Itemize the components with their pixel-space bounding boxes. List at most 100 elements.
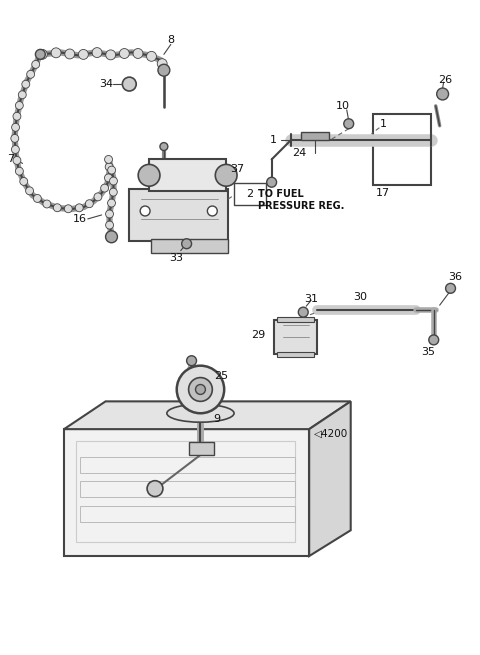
Text: 26: 26: [439, 75, 453, 85]
Bar: [274, 320, 317, 354]
Text: 8: 8: [167, 35, 174, 45]
Circle shape: [109, 188, 117, 196]
Circle shape: [65, 49, 75, 59]
Circle shape: [34, 195, 41, 202]
Circle shape: [140, 206, 150, 216]
Text: 25: 25: [214, 371, 228, 381]
Circle shape: [18, 91, 26, 99]
Bar: [80, 506, 295, 522]
Circle shape: [147, 481, 163, 496]
Circle shape: [105, 163, 113, 171]
Circle shape: [160, 143, 168, 151]
Circle shape: [133, 48, 143, 58]
Bar: [234, 183, 266, 205]
Circle shape: [195, 384, 205, 394]
Text: 37: 37: [230, 164, 244, 174]
Circle shape: [105, 174, 112, 182]
Circle shape: [37, 49, 47, 60]
Circle shape: [32, 60, 40, 68]
Circle shape: [92, 48, 102, 58]
Circle shape: [108, 199, 116, 207]
Circle shape: [429, 335, 439, 345]
Circle shape: [85, 200, 93, 208]
Circle shape: [108, 166, 116, 174]
Text: 33: 33: [169, 253, 183, 263]
Circle shape: [22, 81, 30, 88]
Bar: [151, 239, 228, 253]
Text: 9: 9: [213, 414, 220, 424]
Polygon shape: [309, 402, 351, 556]
Circle shape: [122, 77, 136, 91]
Polygon shape: [64, 429, 309, 556]
Circle shape: [94, 193, 102, 201]
Circle shape: [109, 177, 118, 185]
Circle shape: [158, 64, 170, 76]
Text: ◁4200: ◁4200: [314, 429, 348, 439]
Text: 30: 30: [354, 292, 368, 302]
Ellipse shape: [167, 404, 234, 422]
Text: 24: 24: [292, 149, 306, 159]
Bar: [276, 352, 314, 357]
Circle shape: [12, 123, 20, 131]
Text: PRESSURE REG.: PRESSURE REG.: [258, 201, 344, 211]
Circle shape: [43, 200, 51, 208]
Bar: [373, 114, 431, 185]
Circle shape: [78, 49, 88, 60]
Circle shape: [146, 51, 156, 62]
Circle shape: [207, 206, 217, 216]
Bar: [149, 159, 226, 191]
Circle shape: [75, 204, 83, 212]
Text: 2: 2: [246, 189, 253, 199]
Circle shape: [106, 231, 118, 243]
Circle shape: [20, 178, 28, 185]
Circle shape: [11, 134, 19, 142]
Circle shape: [187, 356, 196, 365]
Circle shape: [216, 164, 237, 186]
Circle shape: [106, 221, 114, 229]
Circle shape: [138, 164, 160, 186]
Text: 7: 7: [7, 155, 14, 164]
Circle shape: [101, 184, 108, 192]
Circle shape: [53, 204, 61, 212]
Circle shape: [36, 50, 44, 58]
Circle shape: [445, 284, 456, 293]
Text: TO FUEL: TO FUEL: [258, 189, 303, 199]
Circle shape: [64, 205, 72, 213]
Text: 31: 31: [304, 294, 318, 304]
Circle shape: [105, 155, 112, 163]
Circle shape: [182, 239, 192, 249]
Text: 35: 35: [421, 346, 435, 357]
Circle shape: [298, 307, 308, 317]
Circle shape: [15, 167, 24, 175]
Bar: [189, 442, 214, 455]
Circle shape: [177, 365, 224, 413]
Text: 29: 29: [251, 330, 265, 340]
Bar: [80, 481, 295, 496]
Text: 34: 34: [99, 79, 114, 89]
Circle shape: [25, 187, 34, 195]
Text: 17: 17: [376, 188, 390, 198]
Bar: [301, 132, 329, 140]
Circle shape: [267, 178, 276, 187]
Text: 1: 1: [270, 135, 277, 145]
Circle shape: [120, 48, 129, 58]
Bar: [129, 189, 228, 241]
Text: 1: 1: [380, 119, 387, 129]
Bar: [80, 457, 295, 473]
Circle shape: [157, 59, 167, 69]
Circle shape: [106, 50, 116, 60]
Circle shape: [344, 119, 354, 128]
Circle shape: [13, 157, 21, 164]
Circle shape: [51, 48, 61, 58]
Circle shape: [27, 70, 35, 78]
Circle shape: [15, 102, 24, 109]
Polygon shape: [64, 402, 351, 429]
Text: 36: 36: [448, 272, 462, 282]
Text: 10: 10: [336, 101, 350, 111]
Circle shape: [437, 88, 448, 100]
Circle shape: [189, 377, 212, 402]
Bar: [76, 441, 295, 542]
Circle shape: [13, 113, 21, 121]
Circle shape: [106, 210, 113, 218]
Circle shape: [36, 49, 45, 60]
